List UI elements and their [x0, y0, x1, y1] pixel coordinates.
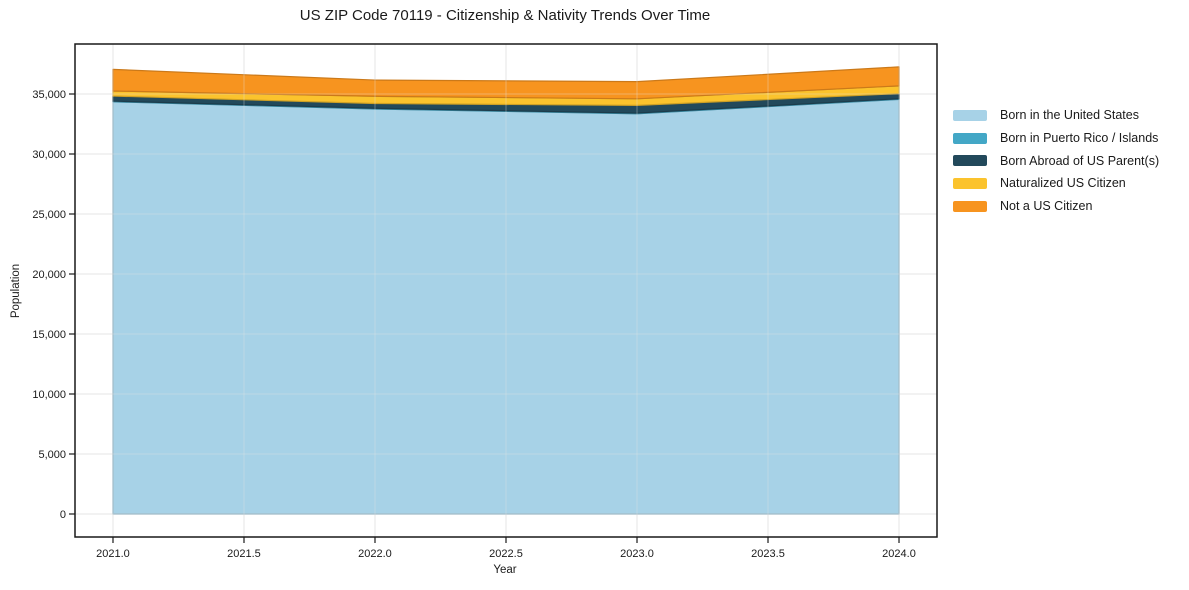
legend-swatch: [953, 177, 987, 189]
legend-swatch: [953, 200, 987, 212]
legend-item: Naturalized US Citizen: [953, 172, 1159, 195]
legend-swatch: [953, 132, 987, 144]
x-tick-label: 2022.0: [358, 548, 392, 560]
legend-item: Born in Puerto Rico / Islands: [953, 127, 1159, 150]
x-axis-label: Year: [493, 564, 517, 576]
x-tick-label: 2023.0: [620, 548, 654, 560]
legend: Born in the United States Born in Puerto …: [953, 104, 1159, 217]
legend-label: Not a US Citizen: [1000, 199, 1093, 214]
chart-title: US ZIP Code 70119 - Citizenship & Nativi…: [299, 7, 711, 24]
legend-item: Born Abroad of US Parent(s): [953, 149, 1159, 172]
x-tick-label: 2021.0: [96, 548, 130, 560]
y-tick-label: 10,000: [32, 389, 66, 401]
y-tick-label: 15,000: [32, 329, 66, 341]
legend-swatch: [953, 155, 987, 167]
legend-label: Born in Puerto Rico / Islands: [1000, 131, 1159, 146]
x-tick-label: 2021.5: [227, 548, 261, 560]
y-tick-label: 25,000: [32, 209, 66, 221]
legend-item: Not a US Citizen: [953, 195, 1159, 218]
y-tick-label: 0: [60, 509, 66, 521]
y-tick-label: 30,000: [32, 149, 66, 161]
legend-label: Born in the United States: [1000, 108, 1139, 123]
x-tick-label: 2022.5: [489, 548, 523, 560]
legend-swatch: [953, 109, 987, 121]
area-series-4: [112, 66, 900, 100]
y-tick-label: 35,000: [32, 89, 66, 101]
legend-label: Born Abroad of US Parent(s): [1000, 153, 1160, 168]
x-tick-label: 2024.0: [882, 548, 916, 560]
legend-item: Born in the United States: [953, 104, 1159, 127]
y-tick-label: 5,000: [38, 449, 66, 461]
y-tick-label: 20,000: [32, 269, 66, 281]
legend-label: Naturalized US Citizen: [1000, 176, 1126, 191]
x-tick-label: 2023.5: [751, 548, 785, 560]
